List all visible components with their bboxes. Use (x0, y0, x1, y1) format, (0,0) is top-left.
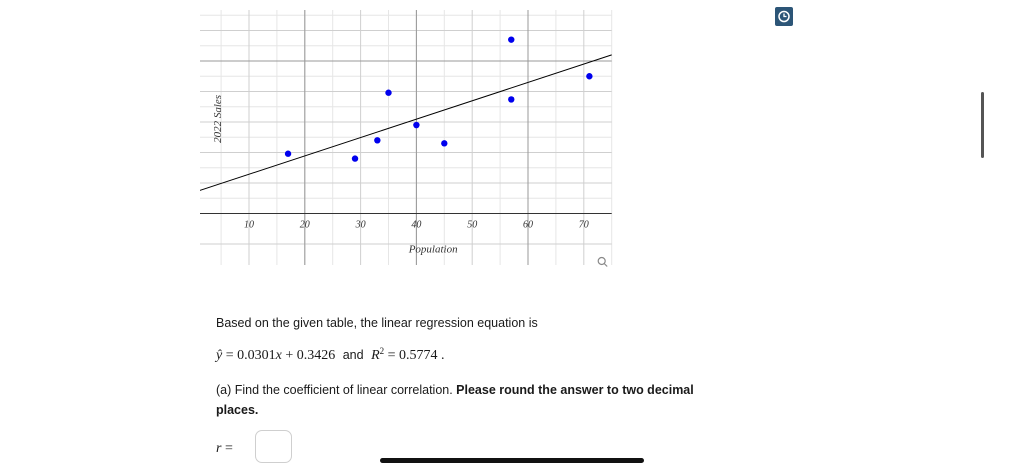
data-point (586, 73, 593, 80)
data-point (385, 89, 392, 96)
data-point (441, 140, 448, 147)
scrollbar-thumb[interactable] (981, 92, 984, 158)
x-tick-label: 50 (467, 220, 477, 231)
data-point (374, 137, 381, 144)
answer-input[interactable] (255, 430, 292, 463)
x-tick-label: 10 (244, 220, 254, 231)
x-tick-label: 60 (523, 220, 533, 231)
x-tick-label: 30 (355, 220, 366, 231)
scatter-plot: 10203040506070-0.50.511.522.53Population… (200, 10, 613, 267)
data-point (508, 36, 515, 43)
r-label: r = (216, 441, 233, 456)
regression-equation: ŷ = 0.0301x + 0.3426 and R2 = 0.5774 . (216, 346, 445, 364)
y-axis-label: 2022 Sales (212, 95, 224, 143)
regression-line (200, 54, 612, 191)
x-axis-label: Population (408, 244, 458, 256)
part-a-prompt: (a) Find the coefficient of linear corre… (216, 383, 694, 417)
data-point (508, 96, 515, 103)
question-intro: Based on the given table, the linear reg… (216, 316, 538, 330)
x-tick-label: 20 (300, 220, 310, 231)
x-tick-label: 40 (411, 220, 421, 231)
data-point (284, 150, 292, 157)
clock-icon[interactable] (775, 7, 793, 26)
x-tick-label: 70 (579, 220, 589, 231)
magnifier-icon[interactable] (597, 256, 608, 267)
data-point (351, 155, 359, 162)
data-point (413, 121, 420, 129)
home-indicator (380, 458, 644, 463)
